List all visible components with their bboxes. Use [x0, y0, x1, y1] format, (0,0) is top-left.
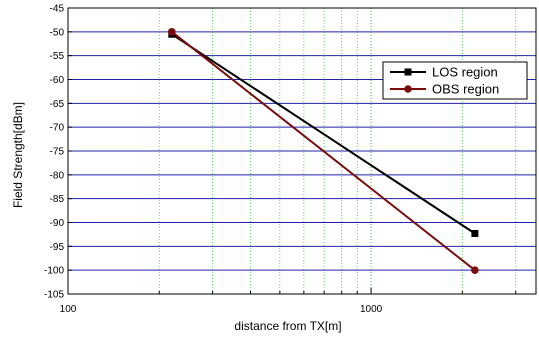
y-tick-label: -55	[50, 51, 65, 62]
data-point-circle	[471, 266, 479, 274]
y-tick-label: -50	[50, 27, 65, 38]
y-tick-label: -60	[50, 75, 65, 86]
y-axis-title: Field Strength[dBm]	[11, 102, 25, 208]
y-tick-label: -65	[50, 99, 65, 110]
legend-label: LOS region	[432, 65, 498, 80]
y-tick-label: -45	[50, 4, 65, 15]
data-point-circle	[167, 28, 176, 36]
y-tick-label: -85	[50, 194, 65, 205]
y-tick-label: -80	[50, 170, 65, 181]
legend-label: OBS region	[432, 82, 499, 97]
data-point-square	[471, 229, 479, 237]
legend-box	[382, 61, 528, 100]
x-axis-title: distance from TX[m]	[234, 319, 341, 333]
y-tick-label: -75	[50, 147, 65, 158]
legend-marker-square	[404, 68, 412, 76]
legend: LOS region OBS region	[382, 61, 528, 100]
x-tick-label: 100	[60, 304, 77, 315]
x-tick-label: 1000	[360, 304, 383, 315]
grid-layer	[68, 8, 536, 294]
y-tick-label: -95	[50, 242, 65, 253]
tick-layer: -45 -50 -55 -60 -65 -70 -75 -80 -85 -90 -95 -100 -10…	[44, 4, 517, 315]
y-tick-label: -100	[44, 266, 64, 277]
y-tick-label: -70	[50, 123, 65, 134]
series-layer	[167, 28, 479, 274]
legend-marker-circle	[404, 85, 412, 93]
y-tick-label: -90	[50, 218, 65, 229]
y-tick-label: -105	[44, 290, 64, 301]
series-line-los-region	[171, 33, 476, 235]
series-line-obs-region	[171, 31, 476, 271]
